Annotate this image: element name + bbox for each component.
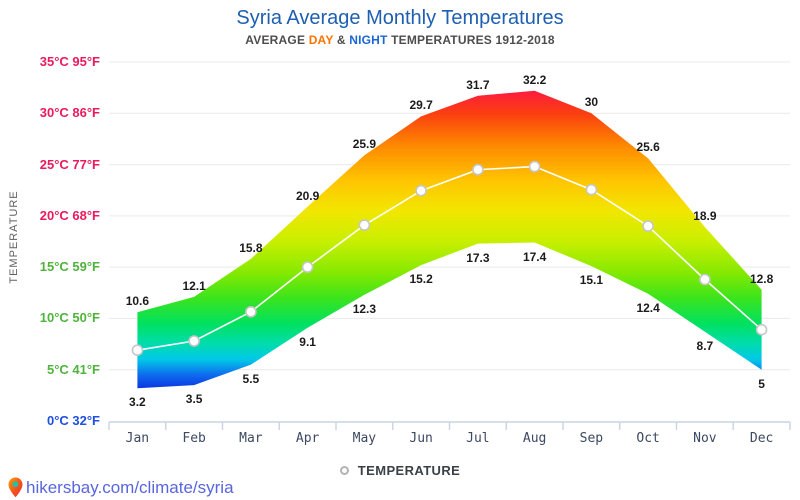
chart-subtitle: AVERAGE DAY & NIGHT TEMPERATURES 1912-20… bbox=[0, 33, 800, 47]
chart-legend[interactable]: TEMPERATURE bbox=[0, 463, 800, 478]
subtitle-suffix: TEMPERATURES 1912-2018 bbox=[387, 33, 555, 47]
page-title: Syria Average Monthly Temperatures bbox=[236, 7, 564, 29]
subtitle-day: DAY bbox=[308, 33, 334, 47]
footer-url-text: hikersbay.com/climate/syria bbox=[26, 477, 234, 497]
location-pin-icon bbox=[8, 477, 23, 498]
subtitle-amp: & bbox=[333, 33, 350, 47]
subtitle-night: NIGHT bbox=[349, 33, 388, 47]
legend-marker-icon bbox=[339, 466, 349, 475]
legend-label: TEMPERATURE bbox=[357, 463, 461, 478]
subtitle-prefix: AVERAGE bbox=[245, 33, 309, 47]
footer-site-link[interactable]: hikersbay.com/climate/syria bbox=[8, 477, 234, 498]
